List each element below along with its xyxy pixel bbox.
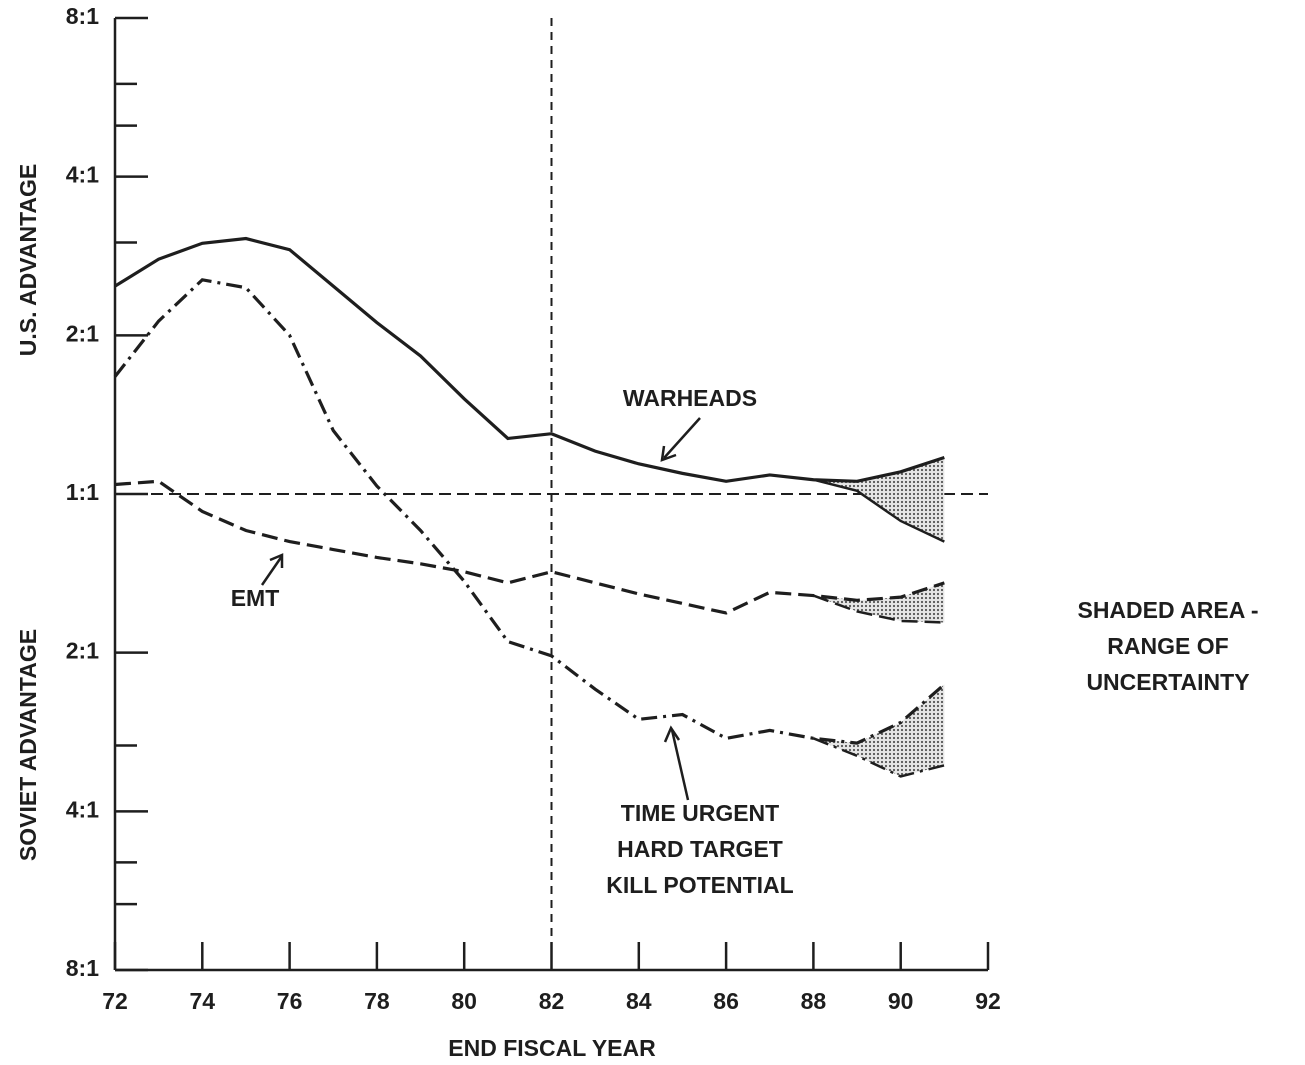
y-label-bottom: SOVIET ADVANTAGE bbox=[15, 629, 41, 861]
arrow-head bbox=[269, 553, 284, 568]
x-tick-label: 92 bbox=[975, 988, 1001, 1014]
shaded-note: SHADED AREA -RANGE OF UNCERTAINTY bbox=[1077, 597, 1258, 695]
y-tick-label: 4:1 bbox=[66, 796, 99, 822]
arrows bbox=[260, 417, 701, 801]
x-tick-label: 80 bbox=[451, 988, 477, 1014]
uncertainty-band bbox=[813, 582, 945, 623]
x-tick-label: 72 bbox=[102, 988, 128, 1014]
series-label: EMT bbox=[231, 585, 280, 611]
x-tick-label: 76 bbox=[277, 988, 303, 1014]
y-tick-label: 2:1 bbox=[66, 638, 99, 664]
x-tick-label: 74 bbox=[190, 988, 216, 1014]
uncertainty-band bbox=[813, 684, 945, 777]
series-line bbox=[114, 236, 945, 483]
arrow-head bbox=[663, 725, 681, 743]
arrow bbox=[670, 729, 690, 801]
y-label-top: U.S. ADVANTAGE bbox=[15, 164, 41, 357]
uncertainty-bound bbox=[812, 594, 945, 624]
x-tick-label: 86 bbox=[713, 988, 739, 1014]
y-tick-label: 2:1 bbox=[66, 320, 99, 346]
series-line bbox=[113, 278, 946, 745]
arrow bbox=[663, 417, 701, 459]
uncertainty-bound bbox=[813, 478, 945, 543]
arrow bbox=[260, 555, 284, 586]
y-tick-label: 8:1 bbox=[66, 3, 99, 29]
x-tick-label: 78 bbox=[364, 988, 390, 1014]
x-tick-label: 88 bbox=[801, 988, 827, 1014]
uncertainty-bound bbox=[812, 737, 945, 778]
series-label: TIME URGENT HARD TARGET KILL POTENTIAL bbox=[606, 800, 793, 898]
y-tick-label: 1:1 bbox=[66, 479, 99, 505]
x-label: END FISCAL YEAR bbox=[448, 1035, 656, 1061]
series-line bbox=[114, 479, 945, 615]
y-tick-label: 4:1 bbox=[66, 162, 99, 188]
uncertainty-band bbox=[813, 457, 945, 542]
x-tick-label: 84 bbox=[626, 988, 652, 1014]
series-label: WARHEADS bbox=[623, 385, 757, 411]
x-tick-label: 90 bbox=[888, 988, 914, 1014]
arrow-head bbox=[660, 445, 677, 462]
y-tick-label: 8:1 bbox=[66, 955, 99, 981]
x-tick-label: 82 bbox=[539, 988, 565, 1014]
